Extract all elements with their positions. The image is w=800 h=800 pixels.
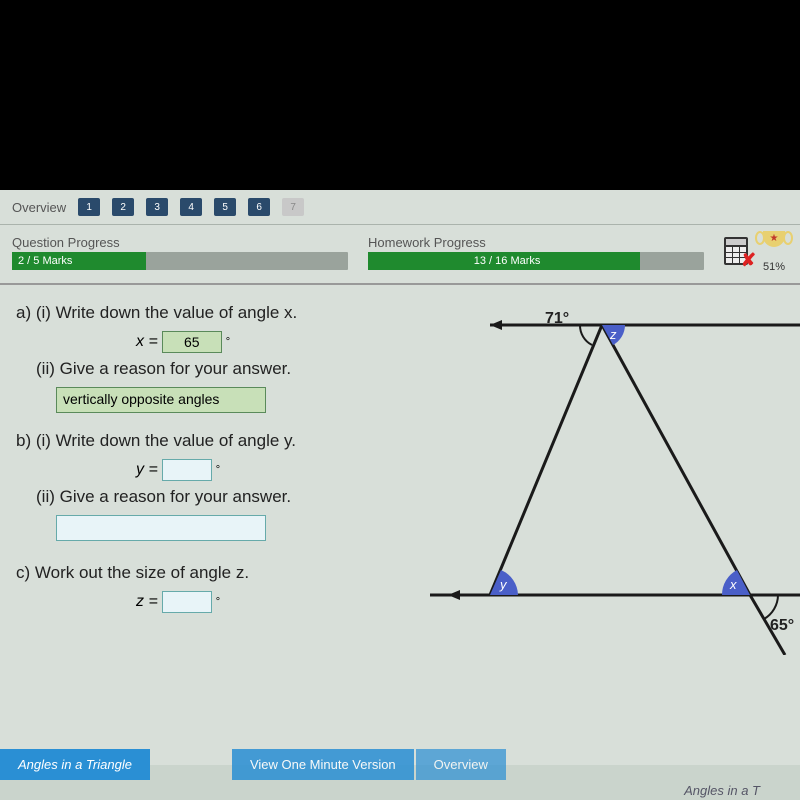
calculator-icon[interactable]: ✘ xyxy=(724,237,752,267)
disabled-x-icon: ✘ xyxy=(741,250,756,271)
homework-progress-label: Homework Progress xyxy=(368,235,704,250)
deg-symbol: ° xyxy=(226,336,230,348)
angle-71-label: 71° xyxy=(545,310,569,327)
homework-progress-fill: 13 / 16 Marks xyxy=(368,252,640,270)
nav-btn-3[interactable]: 3 xyxy=(146,198,168,216)
footer-view[interactable]: View One Minute Version xyxy=(232,749,414,780)
overview-label[interactable]: Overview xyxy=(12,200,66,215)
question-progress: Question Progress 2 / 5 Marks xyxy=(12,235,348,270)
app-area: Overview 1 2 3 4 5 6 7 Question Progress… xyxy=(0,190,800,800)
progress-row: Question Progress 2 / 5 Marks Homework P… xyxy=(0,225,800,285)
trophy-block[interactable]: ★ 51% xyxy=(760,231,788,273)
black-header xyxy=(0,0,800,190)
trophy-percent: 51% xyxy=(760,261,788,273)
homework-progress: Homework Progress 13 / 16 Marks xyxy=(368,235,704,270)
x-input[interactable] xyxy=(162,331,222,353)
trophy-icon: ★ xyxy=(760,231,788,261)
reason-b[interactable] xyxy=(56,515,266,541)
deg-symbol-2: ° xyxy=(216,464,220,476)
z-input[interactable] xyxy=(162,591,212,613)
question-progress-bar: 2 / 5 Marks xyxy=(12,252,348,270)
z-equals: z = xyxy=(136,593,158,611)
y-equals: y = xyxy=(136,461,158,479)
footer-overview[interactable]: Overview xyxy=(416,749,506,780)
nav-btn-7[interactable]: 7 xyxy=(282,198,304,216)
nav-btn-1[interactable]: 1 xyxy=(78,198,100,216)
icons-right: ✘ ★ 51% xyxy=(724,231,788,273)
angle-65-label: 65° xyxy=(770,617,794,634)
var-x: x xyxy=(729,577,737,592)
deg-symbol-3: ° xyxy=(216,596,220,608)
footer-topic[interactable]: Angles in a Triangle xyxy=(0,749,150,780)
footer-bar: Angles in a Triangle View One Minute Ver… xyxy=(0,749,800,780)
nav-row: Overview 1 2 3 4 5 6 7 xyxy=(0,190,800,225)
nav-btn-4[interactable]: 4 xyxy=(180,198,202,216)
nav-btn-6[interactable]: 6 xyxy=(248,198,270,216)
var-z: z xyxy=(609,327,617,342)
homework-progress-bar: 13 / 16 Marks xyxy=(368,252,704,270)
nav-btn-2[interactable]: 2 xyxy=(112,198,134,216)
reason-a[interactable]: vertically opposite angles xyxy=(56,387,266,413)
x-equals: x = xyxy=(136,333,158,351)
y-input[interactable] xyxy=(162,459,212,481)
triangle-diagram: 71° z y x 65° xyxy=(430,295,800,655)
question-progress-label: Question Progress xyxy=(12,235,348,250)
footer-bottom-text: Angles in a T xyxy=(684,783,760,798)
content-area: a) (i) Write down the value of angle x. … xyxy=(0,285,800,765)
nav-btn-5[interactable]: 5 xyxy=(214,198,236,216)
question-progress-fill: 2 / 5 Marks xyxy=(12,252,146,270)
